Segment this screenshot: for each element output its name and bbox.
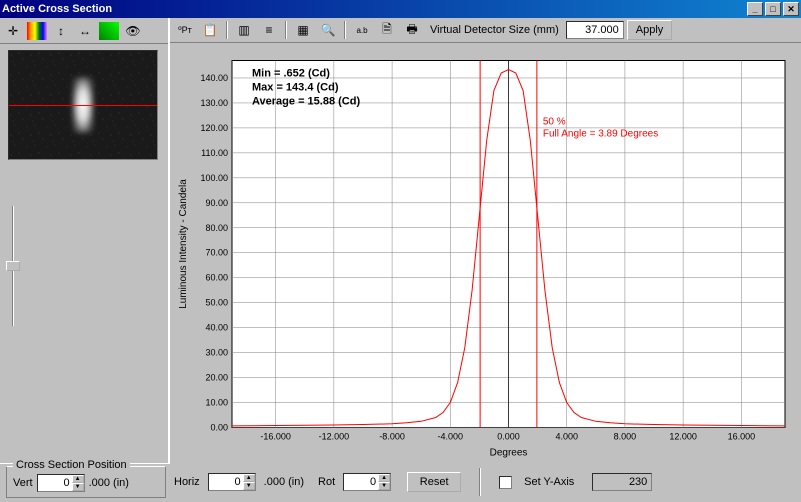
- svg-text:-16.000: -16.000: [260, 432, 291, 442]
- svg-text:12.000: 12.000: [669, 432, 697, 442]
- vert-label: Vert: [13, 477, 33, 489]
- svg-text:10.00: 10.00: [205, 398, 228, 408]
- svg-text:80.00: 80.00: [205, 223, 228, 233]
- svg-text:0.000: 0.000: [497, 432, 520, 442]
- svg-text:50.00: 50.00: [205, 298, 228, 308]
- svg-text:Full Angle = 3.89 Degrees: Full Angle = 3.89 Degrees: [543, 129, 658, 140]
- preview-image[interactable]: [8, 50, 158, 160]
- grid-icon[interactable]: ▦: [292, 20, 314, 40]
- maximize-button[interactable]: □: [765, 2, 781, 16]
- reset-button[interactable]: Reset: [407, 472, 461, 492]
- svg-text:0.00: 0.00: [210, 423, 228, 433]
- set-yaxis-checkbox[interactable]: [499, 476, 516, 489]
- left-toolbar: ✛ ↕ ↔ 👁: [0, 18, 168, 44]
- horiz-input[interactable]: ▲▼: [208, 473, 256, 491]
- chart-area: 0.00 10.00 20.00 30.00 40.00 50.00 60.00 70.00 8…: [170, 43, 801, 465]
- svg-text:40.00: 40.00: [205, 323, 228, 333]
- svg-text:16.000: 16.000: [728, 432, 756, 442]
- close-button[interactable]: ✕: [783, 2, 799, 16]
- line-chart-icon[interactable]: ≡: [258, 20, 280, 40]
- cross-section-position-group: Cross Section Position Vert ▲▼ .000 (in): [6, 466, 166, 498]
- svg-text:120.00: 120.00: [200, 123, 228, 133]
- svg-text:Average = 15.88 (Cd): Average = 15.88 (Cd): [252, 96, 360, 108]
- horiz-label: Horiz: [174, 476, 200, 488]
- chart-svg[interactable]: 0.00 10.00 20.00 30.00 40.00 50.00 60.00 70.00 8…: [174, 51, 793, 461]
- detector-size-label: Virtual Detector Size (mm): [430, 24, 559, 36]
- svg-text:-12.000: -12.000: [319, 432, 350, 442]
- bar-chart-icon[interactable]: ▥: [233, 20, 255, 40]
- minimize-button[interactable]: _: [747, 2, 763, 16]
- right-toolbar: ºPᴛ 📋 ▥ ≡ ▦ 🔍 a.b 🗎 🖶 Virtual Detector S…: [170, 18, 801, 43]
- label-ab-icon[interactable]: a.b: [351, 20, 373, 40]
- grid-view-icon[interactable]: [98, 21, 120, 41]
- apply-button[interactable]: Apply: [627, 20, 673, 40]
- title-bar: Active Cross Section _ □ ✕: [0, 0, 801, 18]
- print-icon[interactable]: 🖶: [401, 20, 423, 40]
- horiz-unit: .000 (in): [264, 476, 304, 488]
- preview-icon[interactable]: 🗎: [376, 20, 398, 40]
- yaxis-value-readout: 230: [592, 473, 652, 491]
- svg-text:8.000: 8.000: [614, 432, 637, 442]
- svg-text:-4.000: -4.000: [438, 432, 464, 442]
- vertical-section-icon[interactable]: ↔: [74, 21, 96, 41]
- section-line[interactable]: [9, 105, 157, 106]
- svg-text:30.00: 30.00: [205, 348, 228, 358]
- bottom-bar: Cross Section Position Vert ▲▼ .000 (in)…: [0, 463, 801, 500]
- group-label: Cross Section Position: [13, 459, 130, 471]
- copy-icon[interactable]: 📋: [199, 20, 221, 40]
- svg-text:90.00: 90.00: [205, 198, 228, 208]
- horizontal-section-icon[interactable]: ↕: [50, 21, 72, 41]
- window-title: Active Cross Section: [2, 3, 112, 15]
- svg-text:60.00: 60.00: [205, 273, 228, 283]
- vertical-slider[interactable]: [4, 206, 22, 326]
- svg-text:100.00: 100.00: [200, 173, 228, 183]
- svg-text:20.00: 20.00: [205, 373, 228, 383]
- svg-text:50 %: 50 %: [543, 117, 566, 128]
- rot-label: Rot: [318, 476, 335, 488]
- options-icon[interactable]: ºPᴛ: [174, 20, 196, 40]
- crosshair-tool-icon[interactable]: ✛: [2, 21, 24, 41]
- svg-text:4.000: 4.000: [555, 432, 578, 442]
- svg-text:Degrees: Degrees: [490, 448, 528, 459]
- vert-input[interactable]: ▲▼: [37, 474, 85, 492]
- svg-text:140.00: 140.00: [200, 73, 228, 83]
- palette-tool-icon[interactable]: [26, 21, 48, 41]
- set-yaxis-label: Set Y-Axis: [524, 476, 574, 488]
- detector-size-input[interactable]: [566, 21, 624, 39]
- svg-text:70.00: 70.00: [205, 248, 228, 258]
- eye-icon[interactable]: 👁: [122, 21, 144, 41]
- svg-text:Luminous Intensity - Candela: Luminous Intensity - Candela: [178, 179, 189, 309]
- vert-unit: .000 (in): [89, 477, 129, 489]
- svg-text:130.00: 130.00: [200, 98, 228, 108]
- zoom-icon[interactable]: 🔍: [317, 20, 339, 40]
- svg-text:-8.000: -8.000: [379, 432, 405, 442]
- svg-text:110.00: 110.00: [201, 148, 228, 158]
- svg-text:Max = 143.4 (Cd): Max = 143.4 (Cd): [252, 82, 339, 94]
- rot-input[interactable]: ▲▼: [343, 473, 391, 491]
- svg-text:Min = .652 (Cd): Min = .652 (Cd): [252, 68, 330, 80]
- left-panel: ✛ ↕ ↔ 👁: [0, 18, 170, 463]
